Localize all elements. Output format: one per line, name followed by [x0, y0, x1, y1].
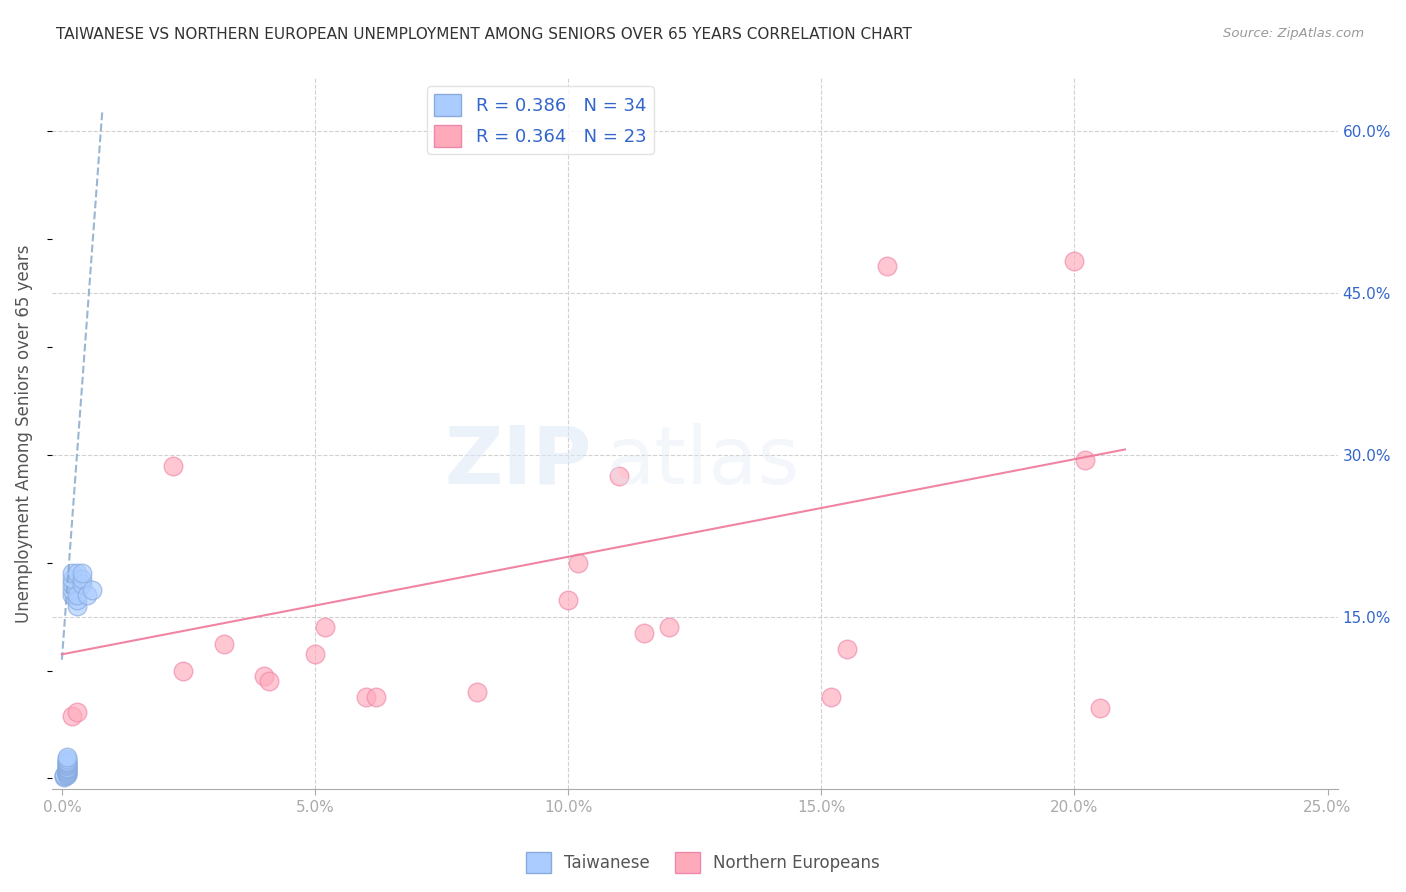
- Point: [876, 259, 898, 273]
- Legend: R = 0.386   N = 34, R = 0.364   N = 23: R = 0.386 N = 34, R = 0.364 N = 23: [427, 87, 654, 154]
- Point: [172, 664, 194, 678]
- Point: [354, 690, 377, 705]
- Point: [56, 759, 79, 773]
- Point: [70, 572, 93, 586]
- Point: [53, 769, 76, 783]
- Point: [304, 648, 326, 662]
- Text: Source: ZipAtlas.com: Source: ZipAtlas.com: [1223, 27, 1364, 40]
- Text: ZIP: ZIP: [444, 423, 592, 500]
- Point: [56, 761, 79, 775]
- Point: [60, 588, 83, 602]
- Y-axis label: Unemployment Among Seniors over 65 years: Unemployment Among Seniors over 65 years: [15, 244, 32, 623]
- Point: [70, 566, 93, 581]
- Point: [314, 620, 336, 634]
- Point: [567, 556, 589, 570]
- Point: [56, 757, 79, 772]
- Point: [60, 708, 83, 723]
- Point: [66, 705, 89, 719]
- Point: [465, 685, 488, 699]
- Point: [56, 749, 79, 764]
- Point: [60, 582, 83, 597]
- Point: [820, 690, 842, 705]
- Point: [53, 770, 76, 784]
- Point: [56, 768, 79, 782]
- Point: [56, 761, 79, 775]
- Point: [56, 764, 79, 778]
- Point: [60, 566, 83, 581]
- Point: [76, 588, 98, 602]
- Point: [56, 766, 79, 780]
- Point: [212, 636, 235, 650]
- Point: [557, 593, 579, 607]
- Point: [633, 625, 655, 640]
- Point: [56, 758, 79, 772]
- Point: [1073, 453, 1095, 467]
- Text: atlas: atlas: [605, 423, 799, 500]
- Point: [56, 755, 79, 769]
- Point: [658, 620, 681, 634]
- Point: [66, 566, 89, 581]
- Point: [1063, 253, 1085, 268]
- Point: [56, 752, 79, 766]
- Point: [60, 577, 83, 591]
- Point: [253, 669, 276, 683]
- Text: TAIWANESE VS NORTHERN EUROPEAN UNEMPLOYMENT AMONG SENIORS OVER 65 YEARS CORRELAT: TAIWANESE VS NORTHERN EUROPEAN UNEMPLOYM…: [56, 27, 912, 42]
- Point: [70, 577, 93, 591]
- Point: [66, 599, 89, 613]
- Point: [1088, 701, 1111, 715]
- Point: [56, 754, 79, 768]
- Point: [364, 690, 387, 705]
- Legend: Taiwanese, Northern Europeans: Taiwanese, Northern Europeans: [519, 846, 887, 880]
- Point: [56, 764, 79, 779]
- Point: [56, 763, 79, 777]
- Point: [66, 593, 89, 607]
- Point: [60, 572, 83, 586]
- Point: [66, 588, 89, 602]
- Point: [162, 458, 184, 473]
- Point: [53, 768, 76, 782]
- Point: [56, 767, 79, 781]
- Point: [82, 582, 104, 597]
- Point: [259, 674, 281, 689]
- Point: [56, 756, 79, 771]
- Point: [56, 762, 79, 776]
- Point: [835, 642, 858, 657]
- Point: [607, 469, 630, 483]
